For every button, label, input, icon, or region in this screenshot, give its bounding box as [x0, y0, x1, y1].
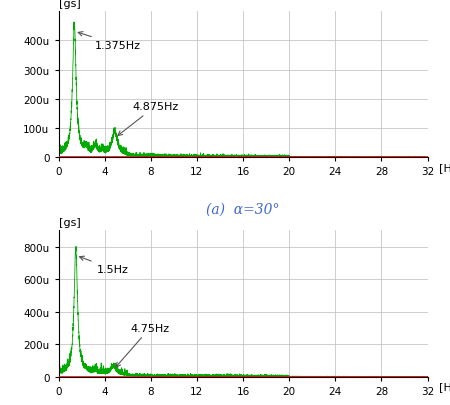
Text: [gs]: [gs]	[58, 218, 80, 228]
Text: [gs]: [gs]	[58, 0, 80, 9]
Text: [Hz]: [Hz]	[439, 381, 450, 391]
Text: 4.875Hz: 4.875Hz	[118, 102, 178, 136]
Text: 1.375Hz: 1.375Hz	[78, 32, 141, 51]
Text: [Hz]: [Hz]	[439, 162, 450, 173]
Text: (a)  α=30°: (a) α=30°	[206, 202, 280, 215]
Text: 4.75Hz: 4.75Hz	[116, 323, 170, 367]
Text: 1.5Hz: 1.5Hz	[80, 256, 128, 274]
